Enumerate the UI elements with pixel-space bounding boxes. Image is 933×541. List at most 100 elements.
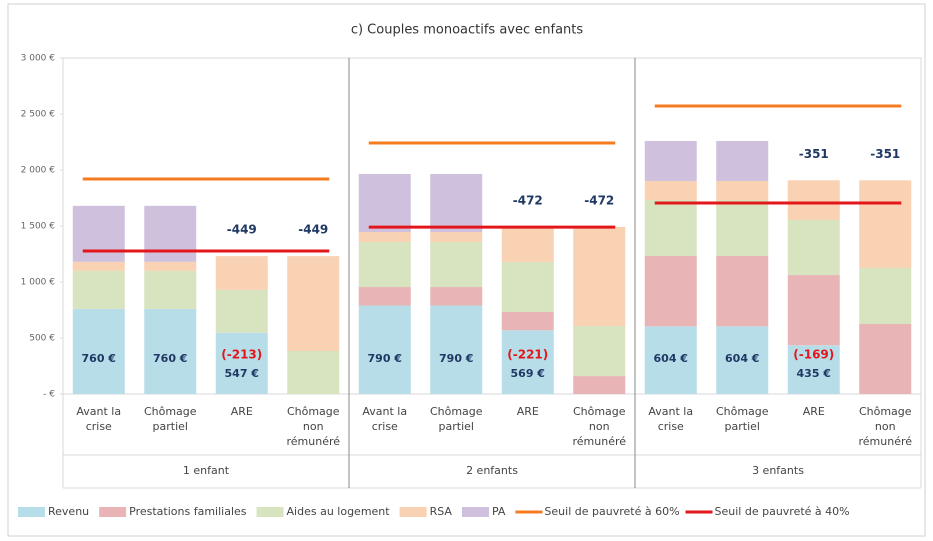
bar-segment bbox=[144, 205, 197, 262]
bar-segment bbox=[144, 308, 197, 394]
x-tick-label: Chômage partiel bbox=[144, 405, 197, 433]
bar-segment bbox=[287, 350, 340, 394]
total-change-label: -351 bbox=[870, 147, 900, 161]
data-label: 569 € bbox=[511, 367, 545, 380]
x-tick-label: Chômage partiel bbox=[716, 405, 769, 433]
legend-swatch bbox=[18, 507, 45, 517]
bar-segment bbox=[787, 180, 840, 220]
x-tick-label: Avant la crise bbox=[648, 405, 693, 433]
bar-segment bbox=[72, 308, 125, 394]
bar-segment bbox=[144, 261, 197, 271]
legend-label: Aides au logement bbox=[287, 505, 391, 518]
bar-segment bbox=[787, 275, 840, 346]
total-change-label: -449 bbox=[227, 223, 257, 237]
data-label: 547 € bbox=[225, 367, 259, 380]
bar-segment bbox=[358, 242, 411, 288]
bar-segment bbox=[716, 256, 769, 327]
y-tick-label: 500 € bbox=[29, 334, 55, 344]
legend-swatch bbox=[256, 507, 284, 517]
legend-swatch bbox=[399, 507, 427, 517]
bar-segment bbox=[72, 270, 125, 309]
x-tick-label: ARE bbox=[231, 405, 253, 418]
y-tick-label: 3 000 € bbox=[21, 54, 56, 64]
bar-segment bbox=[644, 326, 697, 394]
legend-swatch bbox=[461, 507, 489, 517]
data-label: 435 € bbox=[797, 367, 831, 380]
legend-label: RSA bbox=[430, 505, 453, 518]
legend-label: Seuil de pauvreté à 60% bbox=[544, 505, 679, 518]
bar-segment bbox=[716, 200, 769, 257]
bar-segment bbox=[573, 376, 626, 394]
bar-segment bbox=[430, 232, 483, 243]
bar-segment bbox=[430, 242, 483, 288]
bar-segment bbox=[644, 180, 697, 201]
bar-segment bbox=[215, 289, 268, 333]
legend-swatch bbox=[99, 507, 127, 517]
bar-segment bbox=[501, 226, 554, 262]
bar-segment bbox=[72, 205, 125, 262]
group-label: 1 enfant bbox=[183, 464, 230, 477]
bar-segment bbox=[573, 326, 626, 377]
total-change-label: -472 bbox=[513, 193, 543, 207]
bar-segment bbox=[215, 332, 268, 394]
bar-segment bbox=[859, 324, 912, 394]
total-change-label: -351 bbox=[799, 147, 829, 161]
bar-segment bbox=[501, 312, 554, 331]
bar-segment bbox=[358, 287, 411, 306]
data-label: 790 € bbox=[439, 352, 473, 365]
bar-segment bbox=[787, 219, 840, 276]
data-label: 760 € bbox=[153, 352, 187, 365]
data-label: 790 € bbox=[368, 352, 402, 365]
bar-segment bbox=[859, 180, 912, 268]
legend-label: PA bbox=[492, 505, 506, 518]
data-label: 604 € bbox=[654, 352, 688, 365]
x-tick-label: Chômage partiel bbox=[430, 405, 483, 433]
bar-segment bbox=[430, 305, 483, 394]
bar-segment bbox=[787, 345, 840, 394]
bar-segment bbox=[358, 232, 411, 243]
bar-segment bbox=[644, 200, 697, 257]
revenue-change-label: (-221) bbox=[507, 348, 548, 362]
y-tick-label: 2 500 € bbox=[21, 110, 56, 120]
legend-label: Seuil de pauvreté à 40% bbox=[715, 505, 850, 518]
bar-segment bbox=[501, 330, 554, 394]
bar-segment bbox=[215, 256, 268, 290]
y-tick-label: - € bbox=[43, 390, 55, 400]
total-change-label: -449 bbox=[298, 223, 328, 237]
bar-segment bbox=[287, 256, 340, 351]
legend-label: Revenu bbox=[48, 505, 89, 518]
total-change-label: -472 bbox=[584, 193, 614, 207]
bar-segment bbox=[573, 226, 626, 327]
bar-segment bbox=[716, 180, 769, 201]
x-tick-label: ARE bbox=[803, 405, 825, 418]
data-label: 604 € bbox=[725, 352, 759, 365]
bar-segment bbox=[716, 326, 769, 394]
chart-title: c) Couples monoactifs avec enfants bbox=[351, 23, 584, 38]
y-tick-label: 1 500 € bbox=[21, 222, 56, 232]
bar-segment bbox=[716, 140, 769, 181]
y-tick-label: 1 000 € bbox=[21, 278, 56, 288]
bar-segment bbox=[859, 268, 912, 324]
bar-segment bbox=[501, 261, 554, 313]
legend-label: Prestations familiales bbox=[129, 505, 247, 518]
bar-segment bbox=[644, 140, 697, 181]
y-tick-label: 2 000 € bbox=[21, 166, 56, 176]
x-tick-label: Avant la crise bbox=[362, 405, 407, 433]
group-label: 3 enfants bbox=[752, 464, 804, 477]
bar-segment bbox=[144, 270, 197, 309]
data-label: 760 € bbox=[82, 352, 116, 365]
revenue-change-label: (-213) bbox=[221, 348, 262, 362]
bar-segment bbox=[430, 174, 483, 233]
bar-segment bbox=[358, 174, 411, 233]
group-label: 2 enfants bbox=[466, 464, 518, 477]
bar-segment bbox=[72, 261, 125, 271]
bar-segment bbox=[430, 287, 483, 306]
x-tick-label: Chômage non rémunéré bbox=[572, 405, 626, 448]
revenue-change-label: (-169) bbox=[793, 348, 834, 362]
x-tick-label: Chômage non rémunéré bbox=[858, 405, 912, 448]
bar-segment bbox=[644, 256, 697, 327]
x-tick-label: Avant la crise bbox=[76, 405, 121, 433]
bar-segment bbox=[358, 305, 411, 394]
x-tick-label: ARE bbox=[517, 405, 539, 418]
